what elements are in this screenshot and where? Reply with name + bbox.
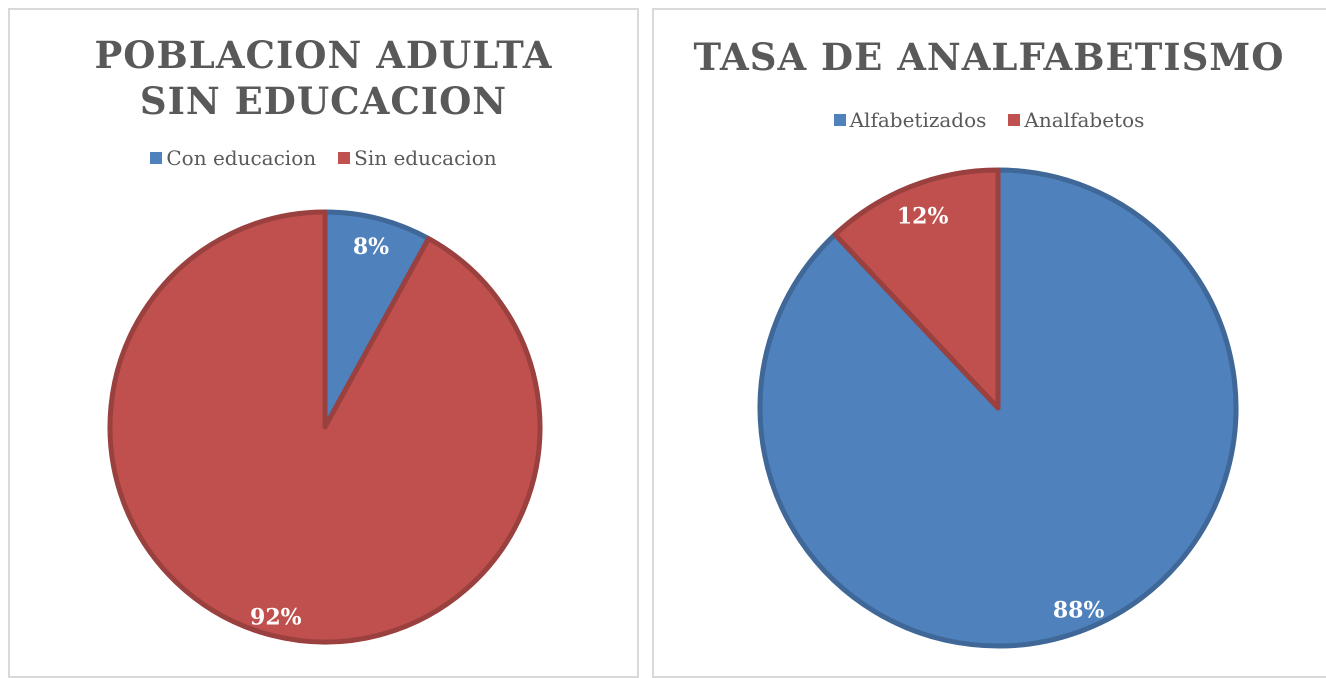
pie-slice	[107, 209, 543, 645]
legend: Alfabetizados Analfabetos	[652, 108, 1326, 132]
data-label: 92%	[250, 605, 302, 631]
legend-item: Analfabetos	[1008, 108, 1144, 132]
legend-item: Alfabetizados	[833, 108, 987, 132]
legend-label: Analfabetos	[1024, 108, 1145, 132]
chart-title: POBLACION ADULTA SIN EDUCACION	[94, 33, 553, 123]
data-label: 12%	[897, 204, 949, 230]
legend-swatch	[1008, 114, 1021, 126]
pie-slice	[757, 167, 1239, 649]
chart-title: TASA DE ANALFABETISMO	[693, 35, 1285, 79]
legend-item: Sin educacion	[338, 146, 497, 170]
legend-swatch	[833, 114, 846, 126]
legend-label: Con educacion	[166, 146, 317, 170]
pie-slice	[832, 167, 1001, 411]
legend: Con educacion Sin educacion	[8, 146, 639, 170]
data-label: 8%	[353, 234, 389, 260]
data-label: 88%	[1053, 598, 1105, 624]
legend-swatch	[150, 152, 163, 164]
legend-swatch	[338, 152, 351, 164]
legend-label: Sin educacion	[354, 146, 497, 170]
legend-label: Alfabetizados	[849, 108, 987, 132]
legend-item: Con educacion	[150, 146, 316, 170]
